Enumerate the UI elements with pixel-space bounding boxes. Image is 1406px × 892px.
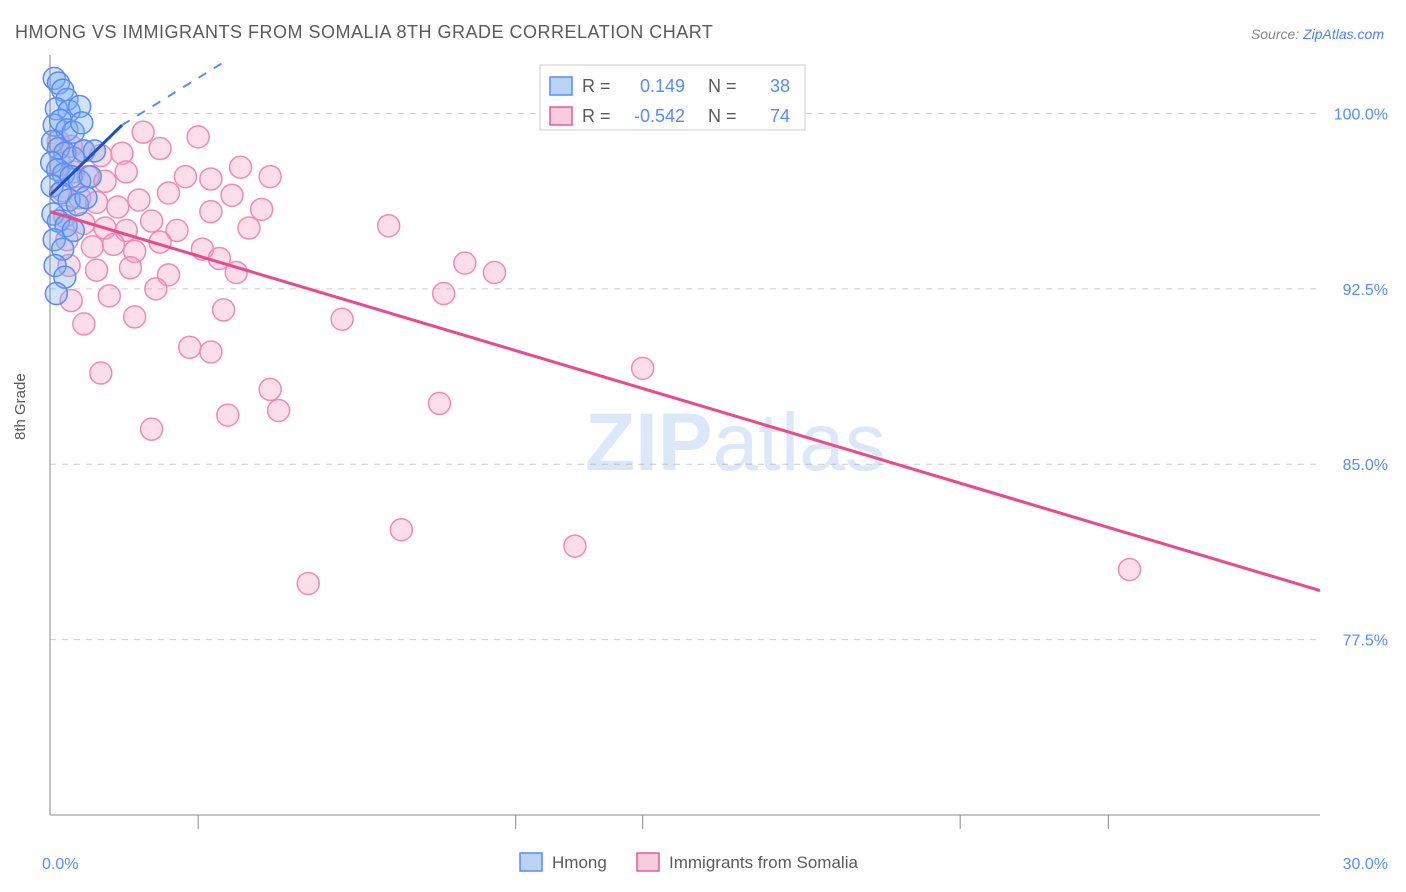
data-point (71, 112, 93, 134)
data-point (259, 378, 281, 400)
data-point (86, 259, 108, 281)
x-tick-label: 0.0% (42, 856, 78, 873)
legend-swatch (520, 853, 542, 871)
legend-n-value: 74 (770, 106, 790, 126)
data-point (187, 126, 209, 148)
grid-layer: 100.0% 92.5% 85.0% 77.5% (50, 106, 1388, 649)
data-point (179, 336, 201, 358)
data-point (132, 121, 154, 143)
legend-r-label: R = (582, 106, 611, 126)
legend-n-value: 38 (770, 76, 790, 96)
data-point (564, 535, 586, 557)
y-tick-label: 92.5% (1343, 282, 1388, 299)
legend-label: Hmong (552, 853, 607, 872)
data-point (103, 233, 125, 255)
data-point (81, 236, 103, 258)
data-point (45, 283, 67, 305)
trendline-blue-extrapolated (122, 60, 228, 125)
series-pink-layer (47, 121, 1140, 594)
data-point (230, 156, 252, 178)
data-point (268, 399, 290, 421)
data-point (378, 215, 400, 237)
data-point (174, 166, 196, 188)
data-point (632, 357, 654, 379)
source-credit: Source: ZipAtlas.com (1251, 26, 1384, 42)
data-point (331, 308, 353, 330)
chart-title: HMONG VS IMMIGRANTS FROM SOMALIA 8TH GRA… (15, 22, 713, 43)
data-point (259, 166, 281, 188)
data-point (128, 189, 150, 211)
legend-label: Immigrants from Somalia (669, 853, 858, 872)
data-point (141, 210, 163, 232)
legend-r-value: 0.149 (640, 76, 685, 96)
source-value: ZipAtlas.com (1303, 26, 1384, 42)
data-point (213, 299, 235, 321)
data-point (75, 187, 97, 209)
data-point (1119, 558, 1141, 580)
data-point (107, 196, 129, 218)
y-tick-label: 85.0% (1343, 457, 1388, 474)
data-point (251, 198, 273, 220)
y-tick-label: 100.0% (1334, 106, 1388, 123)
data-point (428, 392, 450, 414)
data-point (149, 138, 171, 160)
scatter-chart: 100.0% 92.5% 85.0% 77.5% ZIPatlas 0.0% 30.0%… (0, 55, 1406, 892)
legend-swatch (637, 853, 659, 871)
legend-r-value: -0.542 (634, 106, 685, 126)
data-point (433, 283, 455, 305)
legend-bottom: Hmong Immigrants from Somalia (520, 853, 858, 872)
legend-r-label: R = (582, 76, 611, 96)
data-point (200, 168, 222, 190)
data-point (79, 166, 101, 188)
svg-text:ZIPatlas: ZIPatlas (585, 397, 886, 488)
data-point (200, 201, 222, 223)
legend-swatch (550, 107, 572, 125)
watermark: ZIPatlas (585, 397, 886, 488)
data-point (217, 404, 239, 426)
data-point (73, 313, 95, 335)
data-point (115, 161, 137, 183)
data-point (124, 306, 146, 328)
data-point (390, 519, 412, 541)
data-point (90, 362, 112, 384)
data-point (200, 341, 222, 363)
source-label: Source: (1251, 26, 1303, 42)
chart-container: HMONG VS IMMIGRANTS FROM SOMALIA 8TH GRA… (0, 0, 1406, 892)
legend-n-label: N = (708, 76, 737, 96)
data-point (98, 285, 120, 307)
data-point (158, 182, 180, 204)
data-point (119, 257, 141, 279)
data-point (238, 217, 260, 239)
y-tick-label: 77.5% (1343, 633, 1388, 650)
data-point (454, 252, 476, 274)
data-point (484, 261, 506, 283)
x-tick-label: 30.0% (1343, 856, 1388, 873)
trendline-pink (50, 212, 1320, 591)
trendlines-layer (50, 60, 1320, 591)
legend-swatch (550, 77, 572, 95)
data-point (297, 572, 319, 594)
data-point (141, 418, 163, 440)
data-point (221, 184, 243, 206)
legend-n-label: N = (708, 106, 737, 126)
legend-top: R = 0.149 N = 38 R = -0.542 N = 74 (540, 65, 805, 130)
data-point (145, 278, 167, 300)
